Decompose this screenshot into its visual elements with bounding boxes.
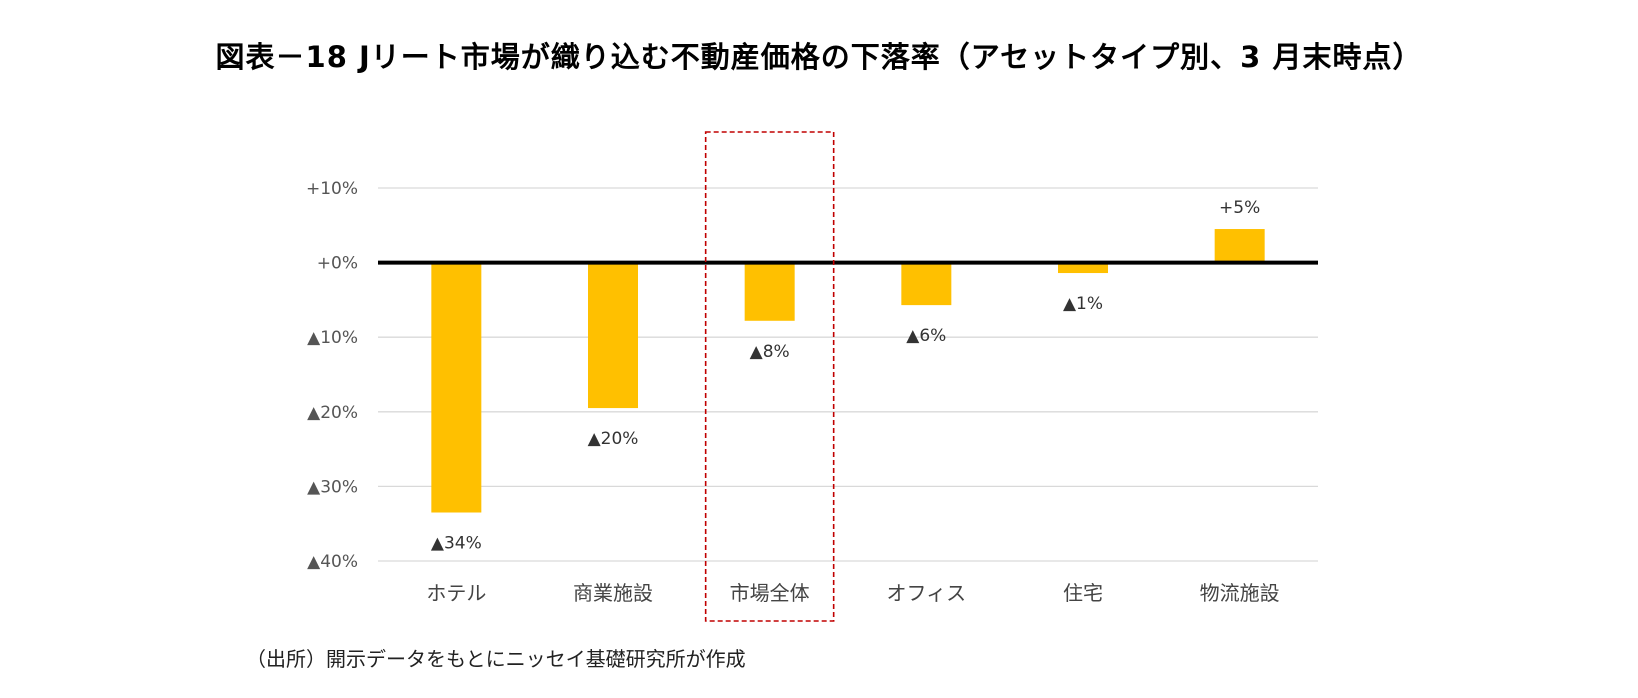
category-label: オフィス (887, 581, 967, 605)
bar (1214, 229, 1265, 263)
data-label: ▲20% (588, 429, 639, 449)
category-label: 市場全体 (730, 581, 810, 605)
y-tick-label: +10% (306, 179, 358, 199)
gridlines (378, 187, 1318, 562)
data-label: ▲34% (431, 534, 482, 554)
bar (744, 262, 795, 321)
bars (431, 229, 1265, 513)
bar (588, 262, 638, 409)
chart-title: 図表－18 Jリート市場が織り込む不動産価格の下落率（アセットタイプ別、3 月末… (215, 40, 1423, 74)
category-labels: ホテル 商業施設 市場全体 オフィス 住宅 物流施設 (426, 581, 1279, 605)
category-label: 物流施設 (1200, 581, 1280, 605)
bar (431, 262, 482, 513)
data-label: ▲1% (1063, 294, 1103, 314)
category-label: ホテル (426, 581, 486, 605)
y-tick-label: ▲40% (307, 552, 358, 572)
bar (1058, 262, 1108, 274)
highlight-box-rect (704, 131, 835, 622)
data-labels: ▲34% ▲20% ▲8% ▲6% ▲1% +5% (431, 198, 1260, 553)
y-tick-label: ▲30% (307, 477, 358, 497)
bar (901, 262, 952, 306)
data-label: ▲6% (906, 326, 946, 346)
source-note: （出所）開示データをもとにニッセイ基礎研究所が作成 (246, 647, 746, 671)
category-label: 商業施設 (573, 581, 653, 605)
y-tick-label: ▲20% (307, 403, 358, 423)
y-tick-label: +0% (317, 254, 358, 274)
category-label: 住宅 (1063, 581, 1103, 605)
highlight-box (704, 131, 835, 622)
data-label: ▲8% (750, 342, 790, 362)
y-axis-tick-labels: +10% +0% ▲10% ▲20% ▲30% ▲40% (306, 179, 358, 572)
data-label: +5% (1219, 198, 1260, 218)
y-tick-label: ▲10% (307, 328, 358, 348)
